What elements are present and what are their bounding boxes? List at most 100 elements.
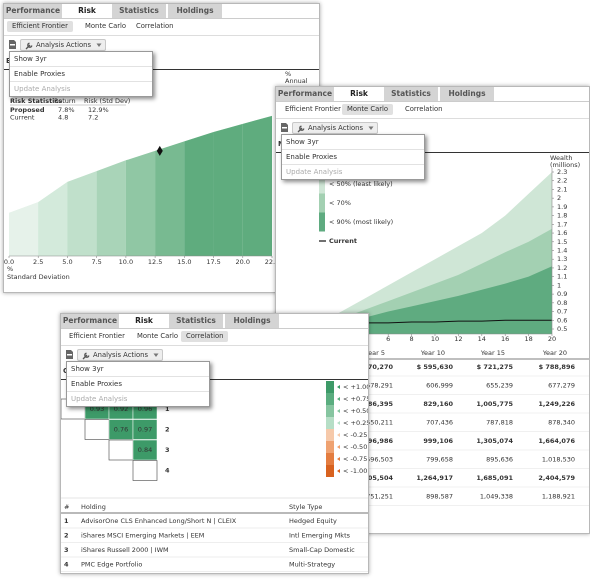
- holdings-cell: Intl Emerging Mkts: [289, 532, 351, 540]
- subtab[interactable]: Monte Carlo: [85, 22, 127, 30]
- y-tick-label: 0.9: [557, 290, 567, 298]
- y-tick-label: 1.8: [557, 212, 567, 220]
- wrench-icon: [25, 42, 33, 49]
- legend-swatch: [319, 193, 325, 213]
- table-cell: 596,503: [366, 456, 393, 464]
- table-cell: 2,404,579: [538, 474, 575, 482]
- tab[interactable]: Risk: [336, 87, 384, 101]
- tab[interactable]: Statistics: [112, 4, 168, 18]
- y-tick-label: 2.3: [557, 168, 567, 176]
- tab[interactable]: Performance: [61, 314, 121, 328]
- icon-shape: [82, 352, 90, 359]
- table-cell: $ 721,275: [477, 363, 514, 371]
- tab[interactable]: Risk: [64, 4, 112, 18]
- stats-cell: 7.2: [88, 114, 98, 122]
- table-header: Year 15: [480, 349, 505, 357]
- subtab[interactable]: Efficient Frontier: [69, 332, 125, 340]
- x-tick-label: 6: [386, 335, 390, 343]
- tab[interactable]: Performance: [276, 87, 336, 101]
- y-tick-label: 0.8: [557, 299, 567, 307]
- matrix-value: 0.92: [114, 405, 128, 413]
- menu-item[interactable]: Enable Proxies: [282, 150, 424, 165]
- y-tick-label: 2.1: [557, 185, 567, 193]
- scale-swatch: [326, 417, 334, 429]
- y-tick-label: 0.5: [557, 325, 567, 333]
- scale-label: < -1.00: [343, 467, 367, 475]
- section-rule: [61, 379, 368, 380]
- x-tick-label: 12.5: [148, 258, 162, 266]
- tab[interactable]: Holdings: [168, 4, 224, 18]
- scale-swatch: [326, 381, 334, 393]
- legend-label: < 50% (least likely): [329, 180, 393, 188]
- subtab[interactable]: Correlation: [405, 105, 443, 113]
- table-cell: 1,188,921: [542, 493, 575, 501]
- diagonal-cell: [108, 439, 134, 461]
- table-cell: $ 595,630: [417, 363, 454, 371]
- x-tick-label: 7.5: [91, 258, 101, 266]
- divider: [61, 345, 368, 346]
- table-header: Year 5: [364, 349, 385, 357]
- matrix-row-label: 4: [165, 467, 170, 475]
- holdings-cell: iShares Russell 2000 | IWM: [81, 546, 169, 554]
- scale-swatch: [326, 441, 334, 453]
- subtab[interactable]: Efficient Frontier: [285, 105, 341, 113]
- matrix-value: 0.84: [138, 446, 152, 454]
- table-cell: 606,999: [426, 382, 453, 390]
- proposed-marker: [156, 145, 163, 156]
- y-tick-label: 1: [557, 281, 561, 289]
- tab[interactable]: Statistics: [384, 87, 440, 101]
- icon-shape: [297, 125, 305, 132]
- scale-pointer: [337, 421, 340, 425]
- subtab[interactable]: Correlation: [136, 22, 174, 30]
- matrix-cell: [132, 419, 158, 440]
- matrix-row-label: 1: [165, 405, 170, 413]
- caret-icon: [153, 353, 159, 357]
- holdings-cell: PMC Edge Portfolio: [81, 561, 142, 569]
- menu-item[interactable]: Enable Proxies: [10, 67, 152, 82]
- matrix-value: 0.76: [114, 426, 128, 434]
- menu-item[interactable]: Show 3yr: [282, 135, 424, 150]
- holdings-cell: Hedged Equity: [289, 517, 337, 525]
- tab[interactable]: Statistics: [169, 314, 225, 328]
- icon-shape: [10, 44, 15, 46]
- scale-pointer: [337, 385, 340, 389]
- stats-header: Risk Statistics: [10, 97, 62, 105]
- holdings-cell: 2: [64, 532, 69, 540]
- table-cell: 787,818: [486, 419, 513, 427]
- menu-item[interactable]: Show 3yr: [10, 52, 152, 67]
- subtab[interactable]: Efficient Frontier: [7, 21, 73, 32]
- actions-button[interactable]: Analysis Actions: [292, 122, 378, 134]
- scale-label: < -0.25: [343, 431, 367, 439]
- subtab[interactable]: Monte Carlo: [137, 332, 179, 340]
- x-tick-label: 17.5: [206, 258, 220, 266]
- y-tick-label: 1.6: [557, 229, 567, 237]
- menu-item[interactable]: Show 3yr: [67, 362, 209, 377]
- table-cell: 751,251: [366, 493, 393, 501]
- tab-bar: Performance Risk Statistics Holdings: [61, 314, 368, 329]
- actions-button[interactable]: Analysis Actions: [77, 349, 163, 361]
- menu-item[interactable]: Enable Proxies: [67, 377, 209, 392]
- x-tick-label: 15.0: [177, 258, 191, 266]
- caret-icon: [368, 126, 374, 130]
- matrix-row-label: 3: [165, 446, 170, 454]
- tab[interactable]: Risk: [121, 314, 169, 328]
- subtab[interactable]: Correlation: [181, 331, 229, 342]
- tab[interactable]: Holdings: [225, 314, 281, 328]
- button-text: Analysis Actions: [93, 351, 148, 359]
- tab[interactable]: Performance: [4, 4, 64, 18]
- subtab[interactable]: Monte Carlo: [342, 104, 394, 115]
- table-cell: 898,587: [426, 493, 453, 501]
- table-cell: 578,291: [366, 382, 393, 390]
- stats-cell: 4.8: [58, 114, 68, 122]
- actions-button[interactable]: Analysis Actions: [20, 39, 106, 51]
- scale-swatch: [326, 405, 334, 417]
- menu-item: Update Analysis: [14, 85, 71, 93]
- stats-header: Risk (Std Dev): [84, 97, 130, 105]
- x-tick-label: 12: [454, 335, 462, 343]
- tab[interactable]: Holdings: [440, 87, 496, 101]
- table-cell: 878,340: [548, 419, 575, 427]
- matrix-value: 0.97: [138, 426, 152, 434]
- scale-pointer: [337, 409, 340, 413]
